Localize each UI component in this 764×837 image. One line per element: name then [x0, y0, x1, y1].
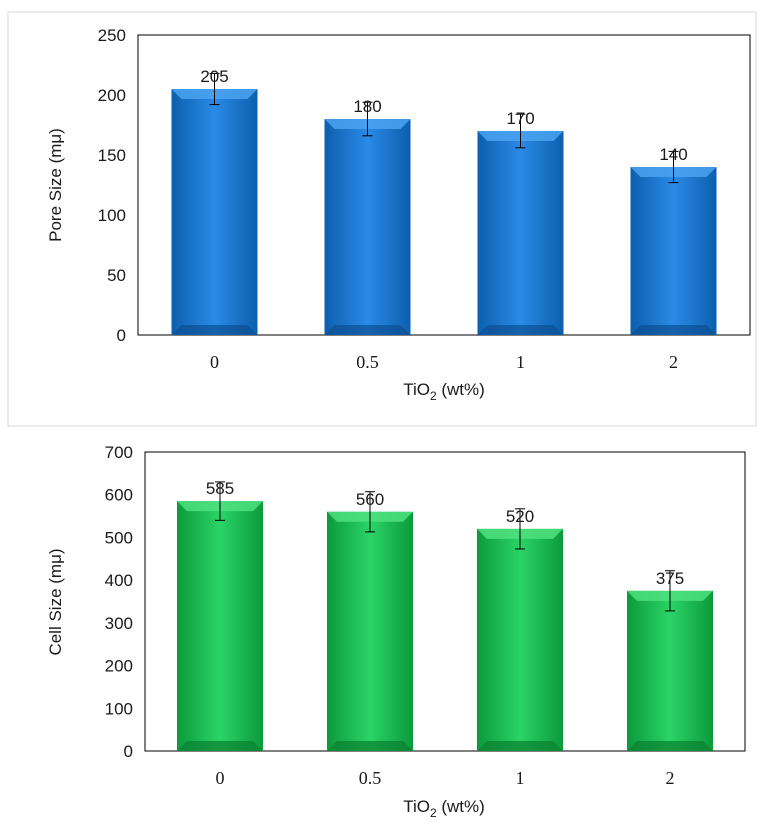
bar-bottom-bevel: [630, 325, 717, 335]
bar: [630, 167, 717, 335]
bar-bottom-bevel: [324, 325, 411, 335]
data-label: 375: [656, 569, 684, 588]
bar-bottom-bevel: [171, 325, 258, 335]
y-tick-label: 0: [124, 742, 133, 761]
x-tick-label: 1: [516, 768, 525, 788]
bar-bottom-bevel: [477, 325, 564, 335]
y-axis-title: Cell Size (mμ): [46, 548, 65, 655]
cell-size-chart: Cell Size (mμ) TiO2 (wt%) 01002003004005…: [46, 443, 746, 820]
y-tick-label: 400: [105, 571, 133, 590]
error-bar: [515, 113, 526, 149]
x-axis-title: TiO2 (wt%): [403, 380, 485, 403]
bar-bottom-bevel: [177, 741, 263, 751]
x-tick-label: 0: [210, 352, 219, 372]
y-tick-label: 300: [105, 614, 133, 633]
cell-size-marks: 0 100 200 300 400 500 600 700 585 0 560 0.5 520 1 375 2: [105, 443, 713, 788]
x-axis-title: TiO2 (wt%): [403, 797, 485, 820]
data-label: 520: [506, 507, 534, 526]
data-label: 560: [356, 490, 384, 509]
data-label: 170: [506, 109, 534, 128]
x-tick-label: 0.5: [356, 352, 379, 372]
x-axis-title-rest: (wt%): [437, 380, 485, 399]
y-tick-label: 250: [98, 26, 126, 45]
y-tick-label: 0: [117, 326, 126, 345]
x-tick-label: 2: [669, 352, 678, 372]
y-tick-label: 100: [98, 206, 126, 225]
x-tick-label: 0: [216, 768, 225, 788]
data-label: 585: [206, 479, 234, 498]
x-tick-label: 0.5: [359, 768, 382, 788]
bar: [171, 89, 258, 335]
y-tick-label: 150: [98, 146, 126, 165]
y-tick-label: 600: [105, 486, 133, 505]
x-axis-title-main: TiO: [403, 380, 430, 399]
y-tick-label: 100: [105, 699, 133, 718]
bar-bottom-bevel: [477, 741, 563, 751]
bar: [627, 590, 713, 751]
bar: [324, 119, 411, 335]
y-tick-label: 50: [107, 266, 126, 285]
x-axis-title-rest: (wt%): [437, 797, 485, 816]
y-axis-title: Pore Size (mμ): [46, 128, 65, 242]
error-bar: [365, 491, 375, 533]
data-label: 205: [200, 67, 228, 86]
y-tick-label: 200: [105, 657, 133, 676]
error-bar: [515, 508, 525, 550]
bar: [477, 528, 563, 751]
pore-size-chart: Pore Size (mμ) TiO2 (wt%) 05010015020025…: [7, 11, 757, 427]
x-tick-label: 2: [666, 768, 675, 788]
x-axis-title-subscript: 2: [430, 806, 437, 820]
x-axis-title-subscript: 2: [430, 389, 437, 403]
error-bar: [209, 72, 220, 106]
x-axis-title-main: TiO: [403, 797, 430, 816]
data-label: 140: [659, 145, 687, 164]
bar: [327, 511, 413, 751]
error-bar: [215, 481, 225, 521]
error-bar: [668, 150, 679, 184]
y-tick-label: 500: [105, 528, 133, 547]
bar: [477, 131, 564, 335]
bar-bottom-bevel: [627, 741, 713, 751]
x-tick-label: 1: [516, 352, 525, 372]
error-bar: [665, 570, 675, 612]
bar: [177, 501, 263, 751]
pore-size-marks: 0 50 100 150 200 250 205 0 180 0.5 170 1 140 2: [98, 26, 717, 372]
error-bar: [362, 101, 373, 137]
y-tick-label: 700: [105, 443, 133, 462]
data-label: 180: [353, 97, 381, 116]
bar-bottom-bevel: [327, 741, 413, 751]
y-tick-label: 200: [98, 86, 126, 105]
